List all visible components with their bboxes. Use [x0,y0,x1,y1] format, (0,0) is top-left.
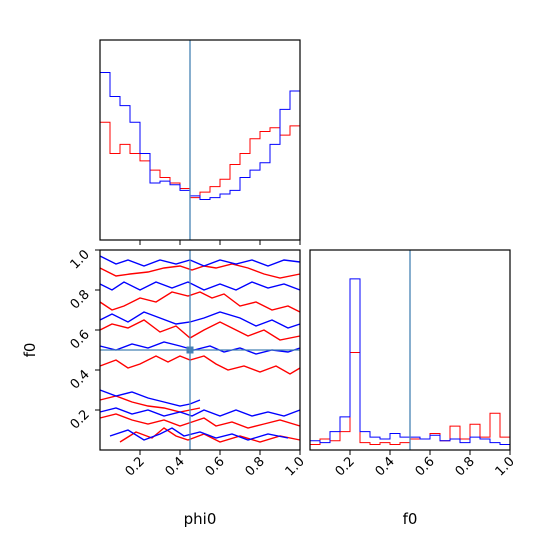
contour-truth-marker [186,346,194,354]
x-axis-label-f0: f0 [403,510,418,528]
phi0-hist-blue-series [100,72,300,201]
contour-frame [99,249,301,451]
contour-blue-line [109,427,289,441]
contour-blue-line [99,255,301,267]
contour-red-line [99,413,301,429]
contour-red-line [99,291,301,313]
contour-red-line [99,395,201,413]
contour-blue-line [99,341,301,355]
y-axis-label-f0: f0 [21,343,39,358]
contour-blue-line [99,407,301,417]
contour-red-line [119,427,301,443]
x-axis-label-phi0: phi0 [184,510,217,528]
phi0-histogram-panel [99,39,301,245]
f0-histogram-frame [309,249,511,451]
contour-blue-line [99,311,301,329]
phi0-hist-red-series [100,121,300,199]
phi0-histogram-frame [99,39,301,241]
contour-red-line [99,263,301,279]
contour-blue-line [99,389,201,407]
contour-red-line [99,355,301,375]
contour-blue-line [99,281,301,291]
contour-red-line [99,319,301,341]
